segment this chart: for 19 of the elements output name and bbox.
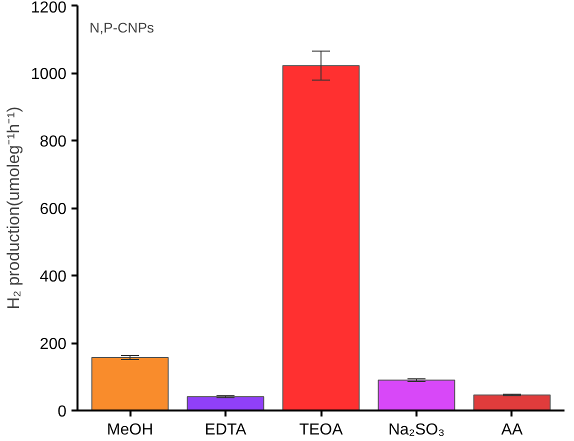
y-tick-label: 600 xyxy=(40,201,67,218)
bar xyxy=(91,357,169,410)
annotation: N,P-CNPs xyxy=(90,20,154,36)
y-tick-label: 400 xyxy=(40,268,67,286)
x-tick-label: EDTA xyxy=(204,422,247,438)
x-tick-label: AA xyxy=(501,422,523,438)
bar xyxy=(186,396,264,410)
bar xyxy=(473,394,551,410)
bar xyxy=(282,65,360,410)
x-tick-label: Na₂SO₃ xyxy=(388,422,445,438)
x-tick-label: TEOA xyxy=(299,422,344,438)
y-tick-label: 1200 xyxy=(30,0,67,16)
y-axis-title: H₂ production(umoleg⁻¹h⁻¹) xyxy=(4,106,23,310)
y-tick-label: 200 xyxy=(40,336,67,353)
bar xyxy=(378,380,456,410)
y-tick-label: 0 xyxy=(58,404,67,420)
y-tick-label: 800 xyxy=(40,134,67,150)
x-tick-label: MeOH xyxy=(106,422,154,438)
y-tick-label: 1000 xyxy=(30,66,67,83)
